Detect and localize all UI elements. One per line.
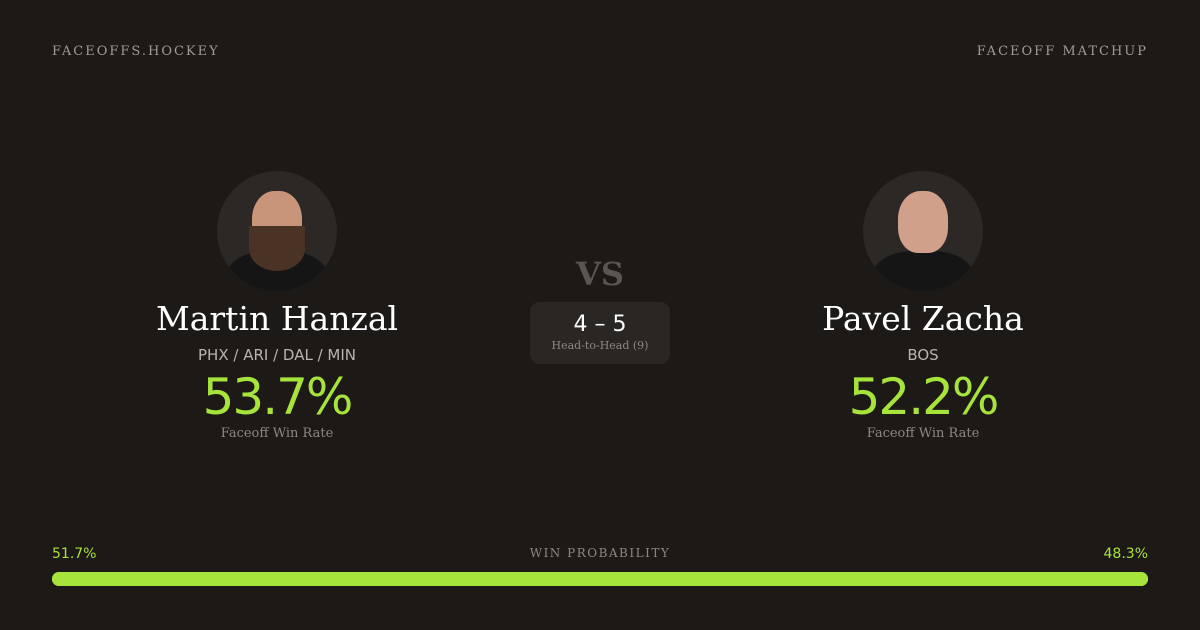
head-to-head-score: 4 – 5: [573, 312, 627, 337]
win-probability-right: 48.3%: [1103, 546, 1148, 562]
head-to-head-box: 4 – 5 Head-to-Head (9): [530, 302, 670, 364]
win-rate-label: Faceoff Win Rate: [220, 426, 334, 441]
player-name: Martin Hanzal: [155, 299, 399, 338]
player-teams: BOS: [907, 346, 939, 364]
page-type-label: FACEOFF MATCHUP: [976, 44, 1148, 59]
win-probability-left: 51.7%: [52, 546, 97, 562]
win-rate: 53.7%: [202, 368, 354, 426]
versus-label: VS: [576, 255, 624, 293]
head-to-head-label: Head-to-Head (9): [551, 339, 649, 352]
win-probability-bar: [52, 572, 1148, 586]
win-rate-label: Faceoff Win Rate: [866, 426, 980, 441]
player-card-left: Martin Hanzal PHX / ARI / DAL / MIN 53.7…: [127, 171, 427, 441]
player-photo: [863, 171, 983, 291]
player-photo: [217, 171, 337, 291]
player-teams: PHX / ARI / DAL / MIN: [198, 346, 356, 364]
win-rate: 52.2%: [848, 368, 1000, 426]
site-brand: FACEOFFS.HOCKEY: [52, 44, 220, 59]
win-probability-label: WIN PROBABILITY: [529, 546, 671, 560]
player-name: Pavel Zacha: [822, 299, 1024, 338]
player-card-right: Pavel Zacha BOS 52.2% Faceoff Win Rate: [773, 171, 1073, 441]
win-probability-right-fill: [618, 572, 1148, 586]
win-probability-left-fill: [52, 572, 619, 586]
